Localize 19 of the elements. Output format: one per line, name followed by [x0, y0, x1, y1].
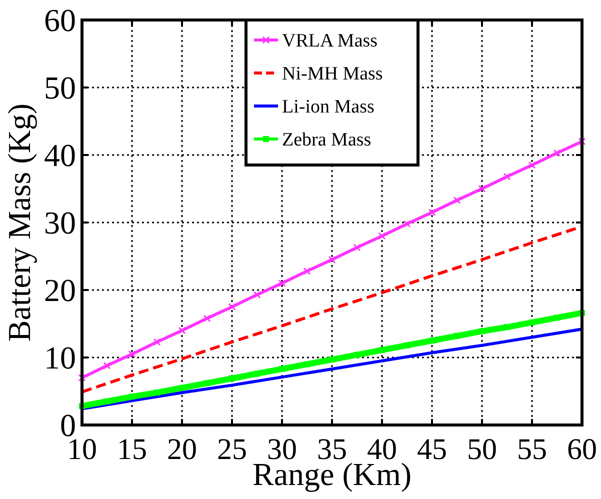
- legend-label: Zebra Mass: [282, 130, 372, 151]
- x-tick-label: 15: [117, 433, 147, 466]
- x-tick-label: 35: [317, 433, 347, 466]
- y-tick-label: 20: [44, 272, 76, 308]
- y-tick-label: 30: [44, 204, 76, 241]
- x-tick-label: 25: [217, 433, 247, 466]
- y-axis-title: Battery Mass (Kg): [1, 103, 37, 342]
- legend-label: Ni-MH Mass: [282, 64, 383, 85]
- y-tick-label: 40: [44, 137, 76, 174]
- x-tick-label: 50: [467, 433, 497, 466]
- x-tick-label: 60: [567, 433, 597, 466]
- x-tick-label: 45: [417, 433, 447, 466]
- x-tick-label: 20: [167, 433, 197, 466]
- y-tick-label: 50: [44, 70, 76, 106]
- legend-label: VRLA Mass: [282, 30, 378, 52]
- y-tick-label: 10: [44, 340, 76, 376]
- x-tick-label: 55: [517, 433, 547, 466]
- y-tick-label: 60: [44, 2, 76, 38]
- legend-label: Li-ion Mass: [282, 96, 374, 118]
